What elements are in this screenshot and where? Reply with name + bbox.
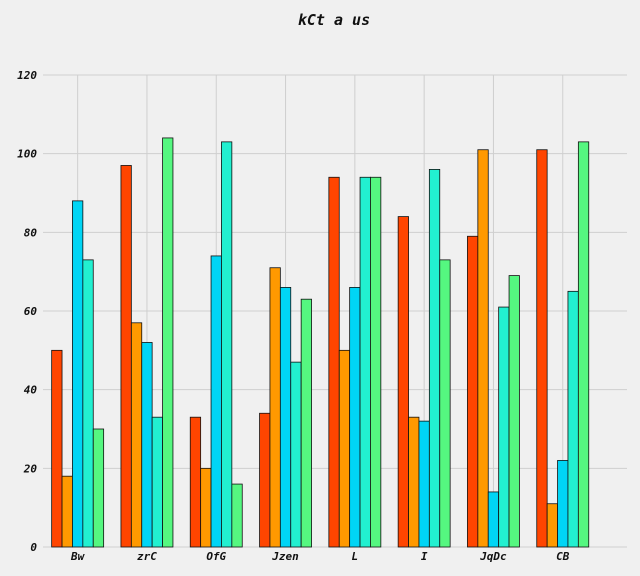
bar <box>477 149 489 548</box>
bar <box>141 342 153 548</box>
bar <box>189 416 202 548</box>
bar <box>546 503 558 548</box>
x-tick-label: Bw <box>70 550 86 563</box>
bar <box>210 255 222 548</box>
y-tick-label: 100 <box>17 148 37 161</box>
bar <box>61 475 73 548</box>
bar <box>82 259 94 548</box>
chart-title: kCt a us <box>298 11 370 29</box>
bar <box>328 176 340 548</box>
bar <box>536 149 548 548</box>
bar <box>349 286 361 548</box>
bar <box>290 361 302 548</box>
x-tick-label: Jzen <box>271 550 299 563</box>
bars <box>51 137 590 548</box>
y-tick-label: 20 <box>23 462 38 475</box>
bar <box>508 275 520 548</box>
bar <box>397 216 409 548</box>
y-axis-ticks: 0 20 40 60 80 100 120 <box>17 69 37 554</box>
bar <box>338 349 351 548</box>
bar <box>418 420 430 548</box>
y-tick-label: 120 <box>17 69 37 82</box>
bar <box>72 200 84 548</box>
bar <box>259 412 271 548</box>
bar <box>162 137 174 548</box>
x-tick-label: CB <box>556 550 570 563</box>
bar <box>487 491 500 548</box>
bar <box>151 416 163 548</box>
bar <box>359 176 371 548</box>
bar <box>408 416 420 548</box>
bar <box>51 349 63 548</box>
bar <box>221 141 233 548</box>
bar <box>467 235 479 548</box>
bar <box>269 267 281 548</box>
bar <box>577 141 590 548</box>
bar <box>439 259 451 548</box>
bar <box>300 298 312 548</box>
y-tick-label: 0 <box>30 541 37 554</box>
bar <box>231 483 243 548</box>
y-tick-label: 80 <box>24 226 38 239</box>
x-tick-label: L <box>352 550 359 563</box>
bar <box>92 428 105 548</box>
x-tick-label: OfG <box>206 550 226 563</box>
bar <box>120 165 132 548</box>
bar <box>498 306 510 548</box>
bar <box>279 286 292 548</box>
y-tick-label: 40 <box>24 384 38 397</box>
x-tick-label: JqDc <box>479 550 507 563</box>
x-axis-ticks: Bw zrC OfG Jzen L I JqDc CB <box>70 550 570 563</box>
bar <box>557 460 569 548</box>
bar <box>428 168 441 548</box>
bar <box>130 322 143 548</box>
y-tick-label: 60 <box>24 305 38 318</box>
x-tick-label: zrC <box>137 550 157 563</box>
bar <box>567 290 579 548</box>
bar <box>370 176 382 548</box>
bar <box>200 467 212 548</box>
x-tick-label: I <box>421 550 428 563</box>
